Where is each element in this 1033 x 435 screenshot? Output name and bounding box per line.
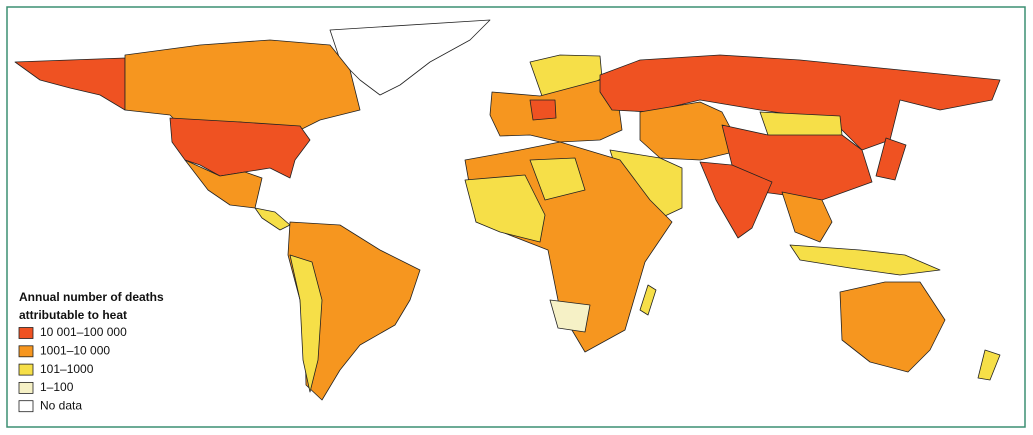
southeast-asia [781,191,833,243]
indonesia [789,244,941,276]
japan [875,137,907,181]
canada [124,39,361,131]
legend-swatch [18,400,34,413]
legend: Annual number of deaths attributable to … [18,290,164,413]
central-asia [639,101,743,161]
legend-title: attributable to heat [19,308,127,322]
sahel [529,157,586,201]
mexico [184,159,263,209]
legend-title: Annual number of deaths [19,290,164,304]
west-africa [464,174,546,243]
madagascar [639,284,657,316]
legend-label: 10 001–100 000 [40,325,127,339]
germany [529,99,557,121]
legend-swatch [18,381,34,394]
legend-label: No data [40,398,82,412]
andes [289,254,323,393]
australia [839,281,946,373]
new-zealand [977,349,1001,381]
legend-label: 1001–10 000 [40,343,110,357]
legend-label: 1–100 [40,380,74,394]
legend-swatch [18,327,34,339]
world-map [14,19,1001,401]
india [699,161,773,239]
legend-swatch [18,345,34,358]
central-america [254,207,291,231]
legend-swatch [18,363,34,376]
legend-label: 101–1000 [40,362,94,376]
southern-africa [549,299,591,333]
